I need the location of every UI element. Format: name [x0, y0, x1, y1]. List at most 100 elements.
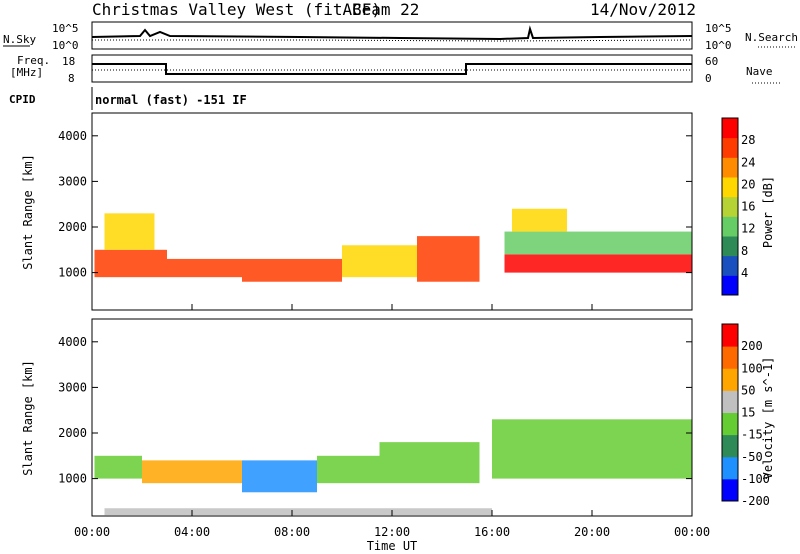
nsearch-tick-low: 10^0 [705, 39, 732, 52]
velocity-colorbar-swatch-2 [722, 434, 738, 458]
power-heatmap-cells [94, 208, 692, 282]
nsky-trace [91, 25, 693, 41]
velocity-band-3 [317, 455, 380, 484]
velocity-frame [91, 318, 693, 517]
velocity-colorbar-tick-3: 15 [741, 406, 755, 420]
power-colorbar-swatch-0 [722, 275, 738, 296]
cpid-label: CPID [9, 93, 36, 106]
cpid-value: normal (fast) -151 IF [95, 93, 247, 107]
nsky-tick-high: 10^5 [52, 22, 79, 35]
power-panel: 1000 2000 3000 4000 Slant Range [km] 4 8 12 16… [21, 112, 775, 311]
power-band-0 [94, 249, 167, 278]
nsearch-trace [92, 39, 693, 42]
power-colorbar-tick-3: 16 [741, 200, 755, 214]
xtick-label-1: 04:00 [174, 525, 210, 539]
nave-tick-low: 0 [705, 72, 712, 85]
velocity-colorbar-tick-2: 50 [741, 383, 755, 397]
xtick-label-2: 08:00 [274, 525, 310, 539]
freq-tick-high: 18 [62, 55, 75, 68]
velocity-colorbar-tick-4: -15 [741, 428, 763, 442]
xtick-label-3: 12:00 [374, 525, 410, 539]
velocity-band-4 [379, 442, 480, 484]
velocity-colorbar-swatch-1 [722, 456, 738, 480]
freq-label-line1: Freq. [17, 54, 50, 67]
velocity-colorbar-label: Velocity [m s^-1] [761, 357, 775, 480]
freq-frame [91, 54, 693, 83]
freq-tick-low: 8 [68, 72, 75, 85]
velocity-y-ticks: 1000 2000 3000 4000 [58, 335, 692, 486]
power-band-5 [417, 236, 480, 282]
velocity-band-2 [242, 460, 317, 493]
power-colorbar-frame [721, 117, 739, 296]
date-title: 14/Nov/2012 [590, 0, 696, 19]
power-colorbar-swatch-1 [722, 255, 738, 276]
power-colorbar-swatch-2 [722, 236, 738, 257]
velocity-ytick-label-3: 4000 [58, 335, 87, 349]
velocity-colorbar-tick-0: 200 [741, 339, 763, 353]
velocity-colorbar-swatch-7 [722, 324, 738, 347]
velocity-colorbar-frame [721, 323, 739, 502]
power-y-label: Slant Range [km] [21, 154, 35, 270]
station-title: Christmas Valley West (fitACF) [92, 0, 381, 19]
velocity-colorbar-tick-6: -100 [741, 472, 770, 486]
xtick-label-4: 16:00 [474, 525, 510, 539]
time-x-axis: 00:00 04:00 08:00 12:00 16:00 20:00 00:00 [74, 304, 710, 539]
velocity-colorbar-tick-5: -50 [741, 450, 763, 464]
power-colorbar-swatch-7 [722, 137, 738, 158]
velocity-ytick-label-1: 2000 [58, 426, 87, 440]
nsky-frame [91, 21, 693, 50]
velocity-ytick-label-2: 3000 [58, 380, 87, 394]
nsearch-tick-high: 10^5 [705, 22, 732, 35]
velocity-band-6 [104, 508, 492, 516]
velocity-colorbar: 200 100 50 15 -15 -50 -100 -200 [721, 323, 770, 508]
power-band-1 [104, 213, 155, 250]
velocity-band-0 [94, 455, 142, 479]
power-colorbar-swatch-4 [722, 196, 738, 217]
x-axis-label: Time UT [367, 539, 418, 553]
velocity-colorbar-swatch-6 [722, 346, 738, 369]
freq-trace [92, 63, 692, 75]
power-colorbar-swatch-5 [722, 177, 738, 198]
velocity-colorbar-tick-1: 100 [741, 361, 763, 375]
velocity-colorbar-swatch-5 [722, 368, 738, 391]
power-band-4 [342, 245, 417, 278]
velocity-colorbar-swatch-3 [722, 412, 738, 436]
velocity-y-label: Slant Range [km] [21, 360, 35, 476]
power-ytick-label-3: 4000 [58, 129, 87, 143]
nave-label: Nave [746, 65, 773, 78]
power-colorbar: 4 8 12 16 20 24 28 [721, 117, 755, 296]
velocity-heatmap-cells [94, 419, 692, 516]
xtick-label-0: 00:00 [74, 525, 110, 539]
power-colorbar-tick-6: 28 [741, 133, 755, 147]
power-colorbar-swatch-3 [722, 216, 738, 237]
velocity-band-1 [142, 460, 242, 484]
power-y-ticks: 1000 2000 3000 4000 [58, 129, 692, 280]
power-band-6 [504, 254, 692, 273]
nave-tick-high: 60 [705, 55, 718, 68]
power-ytick-label-0: 1000 [58, 266, 87, 280]
power-colorbar-tick-0: 4 [741, 266, 748, 280]
nsky-label: N.Sky [3, 33, 36, 46]
power-frame [91, 112, 693, 311]
velocity-panel: 1000 2000 3000 4000 Slant Range [km] 200 100… [21, 318, 775, 517]
xtick-label-6: 00:00 [674, 525, 710, 539]
xtick-label-5: 20:00 [574, 525, 610, 539]
power-colorbar-tick-5: 24 [741, 155, 755, 169]
power-band-2 [167, 258, 242, 278]
cpid-panel: CPID normal (fast) -151 IF [9, 87, 247, 110]
nsky-tick-low: 10^0 [52, 39, 79, 52]
power-colorbar-tick-1: 8 [741, 244, 748, 258]
nsky-panel: N.Sky 10^5 10^0 10^5 10^0 N.Search [3, 21, 798, 52]
power-ytick-label-1: 2000 [58, 220, 87, 234]
power-ytick-label-2: 3000 [58, 174, 87, 188]
velocity-ytick-label-0: 1000 [58, 472, 87, 486]
power-colorbar-tick-2: 12 [741, 222, 755, 236]
freq-panel: Freq. [MHz] 18 8 60 0 Nave [10, 54, 780, 85]
power-band-3 [242, 258, 342, 282]
velocity-colorbar-tick-7: -200 [741, 494, 770, 508]
velocity-band-5 [492, 419, 692, 479]
velocity-colorbar-swatch-4 [722, 390, 738, 413]
power-colorbar-swatch-8 [722, 118, 738, 139]
nsearch-label: N.Search [745, 31, 798, 44]
